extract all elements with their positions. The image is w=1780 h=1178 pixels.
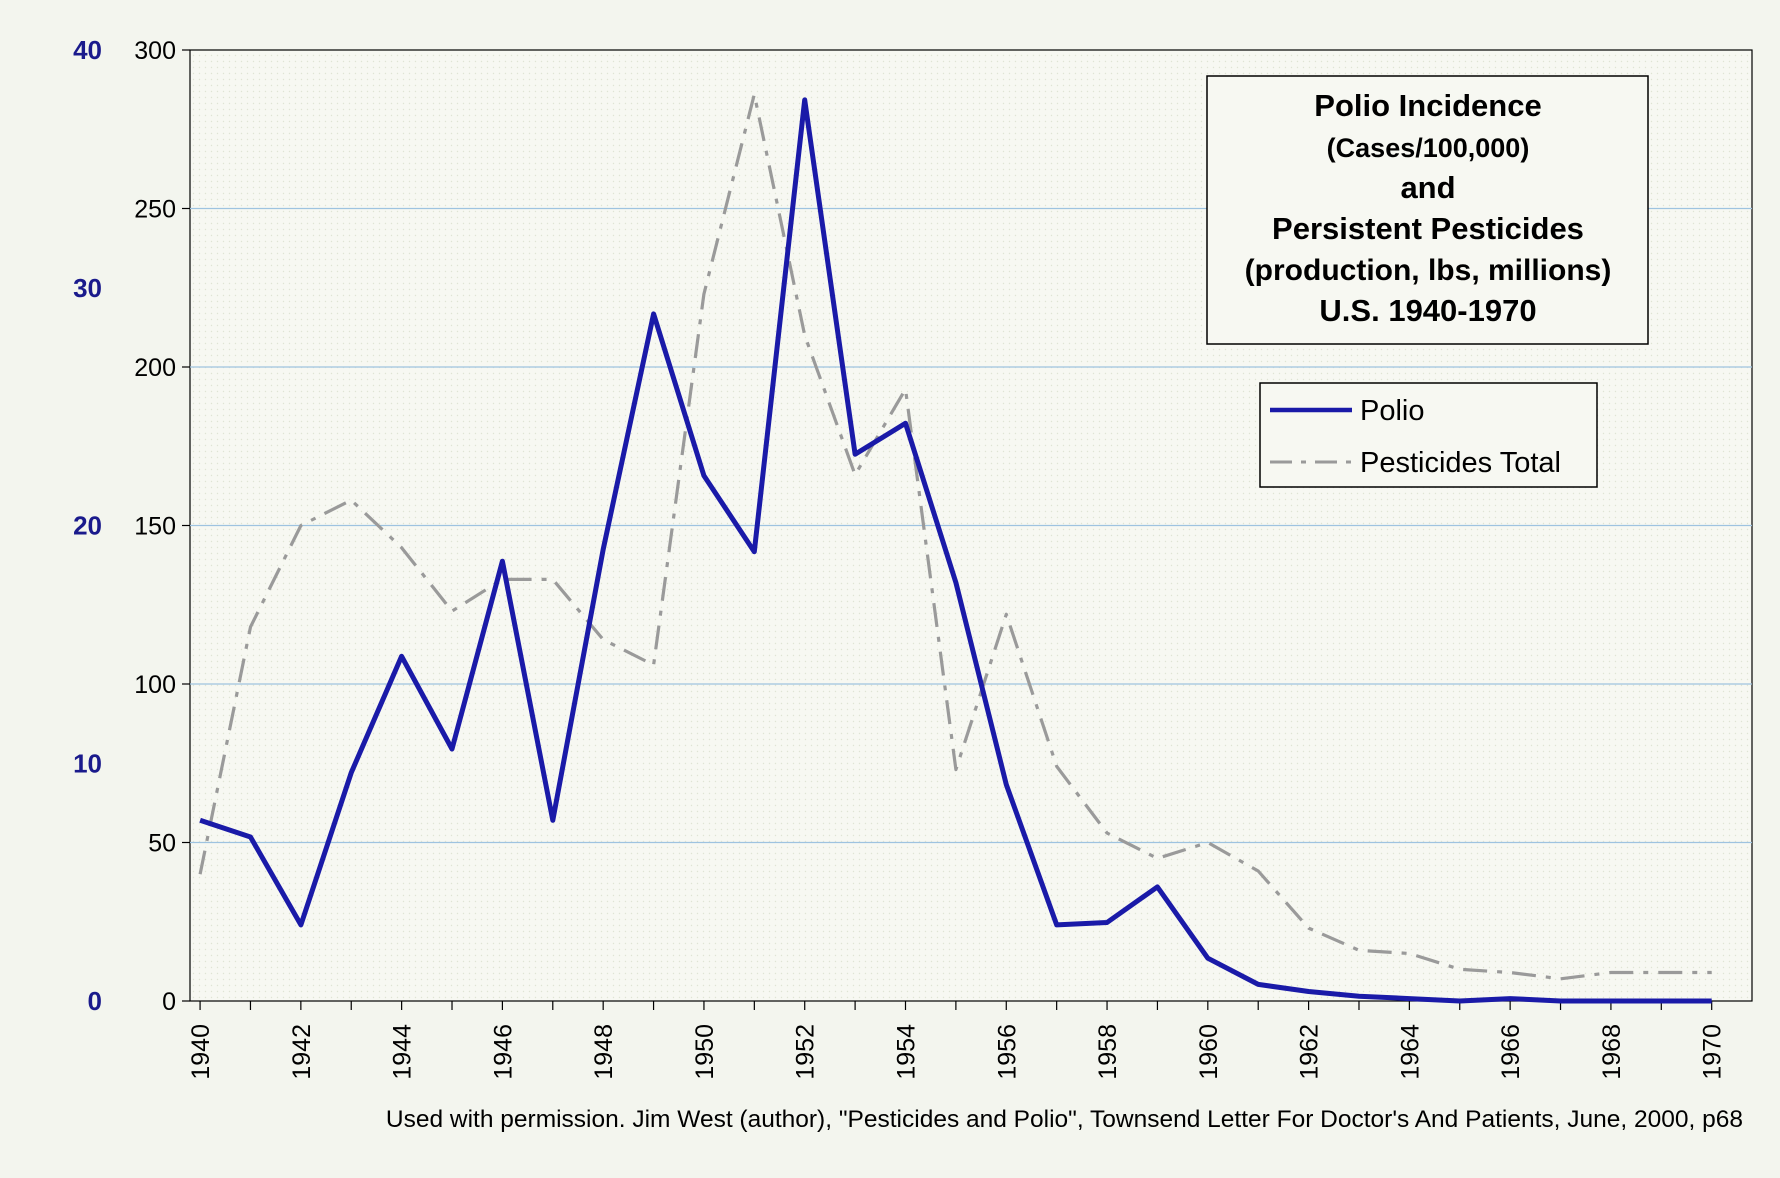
x-axis-tick-label: 1970 (1699, 1024, 1727, 1080)
x-axis-tick-label: 1956 (993, 1024, 1021, 1080)
title-line-6: U.S. 1940-1970 (1319, 293, 1536, 328)
x-axis-tick-label: 1944 (389, 1024, 417, 1080)
x-axis-tick-label: 1952 (792, 1024, 820, 1080)
x-axis-tick-label: 1960 (1195, 1024, 1223, 1080)
title-line-4: Persistent Pesticides (1272, 211, 1584, 246)
right-axis-tick-label: 0 (162, 988, 176, 1016)
x-axis-tick-label: 1940 (187, 1024, 215, 1080)
x-axis-tick-label: 1954 (892, 1024, 920, 1080)
left-axis-tick-label: 20 (73, 511, 102, 541)
title-line-1: Polio Incidence (1314, 88, 1541, 123)
x-axis-tick-label: 1964 (1396, 1024, 1424, 1080)
left-axis-tick-label: 40 (73, 35, 102, 65)
legend-label-pesticides: Pesticides Total (1360, 447, 1561, 479)
title-line-5: (production, lbs, millions) (1245, 254, 1612, 287)
right-axis-tick-label: 200 (134, 354, 176, 382)
footer-credit: Used with permission. Jim West (author),… (386, 1106, 1743, 1133)
x-axis-tick-label: 1946 (489, 1024, 517, 1080)
left-axis-tick-label: 0 (88, 986, 102, 1016)
right-axis-tick-label: 150 (134, 513, 176, 541)
right-axis-tick-label: 300 (134, 37, 176, 65)
right-axis-tick-label: 50 (148, 830, 176, 858)
right-axis-tick-label: 100 (134, 671, 176, 699)
x-axis-tick-label: 1962 (1296, 1024, 1324, 1080)
right-axis-tick-label: 250 (134, 196, 176, 224)
x-axis-tick-label: 1950 (691, 1024, 719, 1080)
x-axis-tick-label: 1958 (1094, 1024, 1122, 1080)
title-line-2: (Cases/100,000) (1327, 133, 1530, 163)
legend: Polio Pesticides Total (1260, 383, 1597, 487)
legend-label-polio: Polio (1360, 395, 1425, 427)
x-axis-tick-label: 1942 (288, 1024, 316, 1080)
title-line-3: and (1400, 170, 1455, 205)
left-axis-tick-label: 30 (73, 273, 102, 303)
x-axis-tick-label: 1948 (590, 1024, 618, 1080)
x-axis-tick-label: 1966 (1497, 1024, 1525, 1080)
x-axis-tick-label: 1968 (1598, 1024, 1626, 1080)
left-axis-tick-label: 10 (73, 748, 102, 778)
title-box: Polio Incidence (Cases/100,000) and Pers… (1207, 76, 1648, 344)
